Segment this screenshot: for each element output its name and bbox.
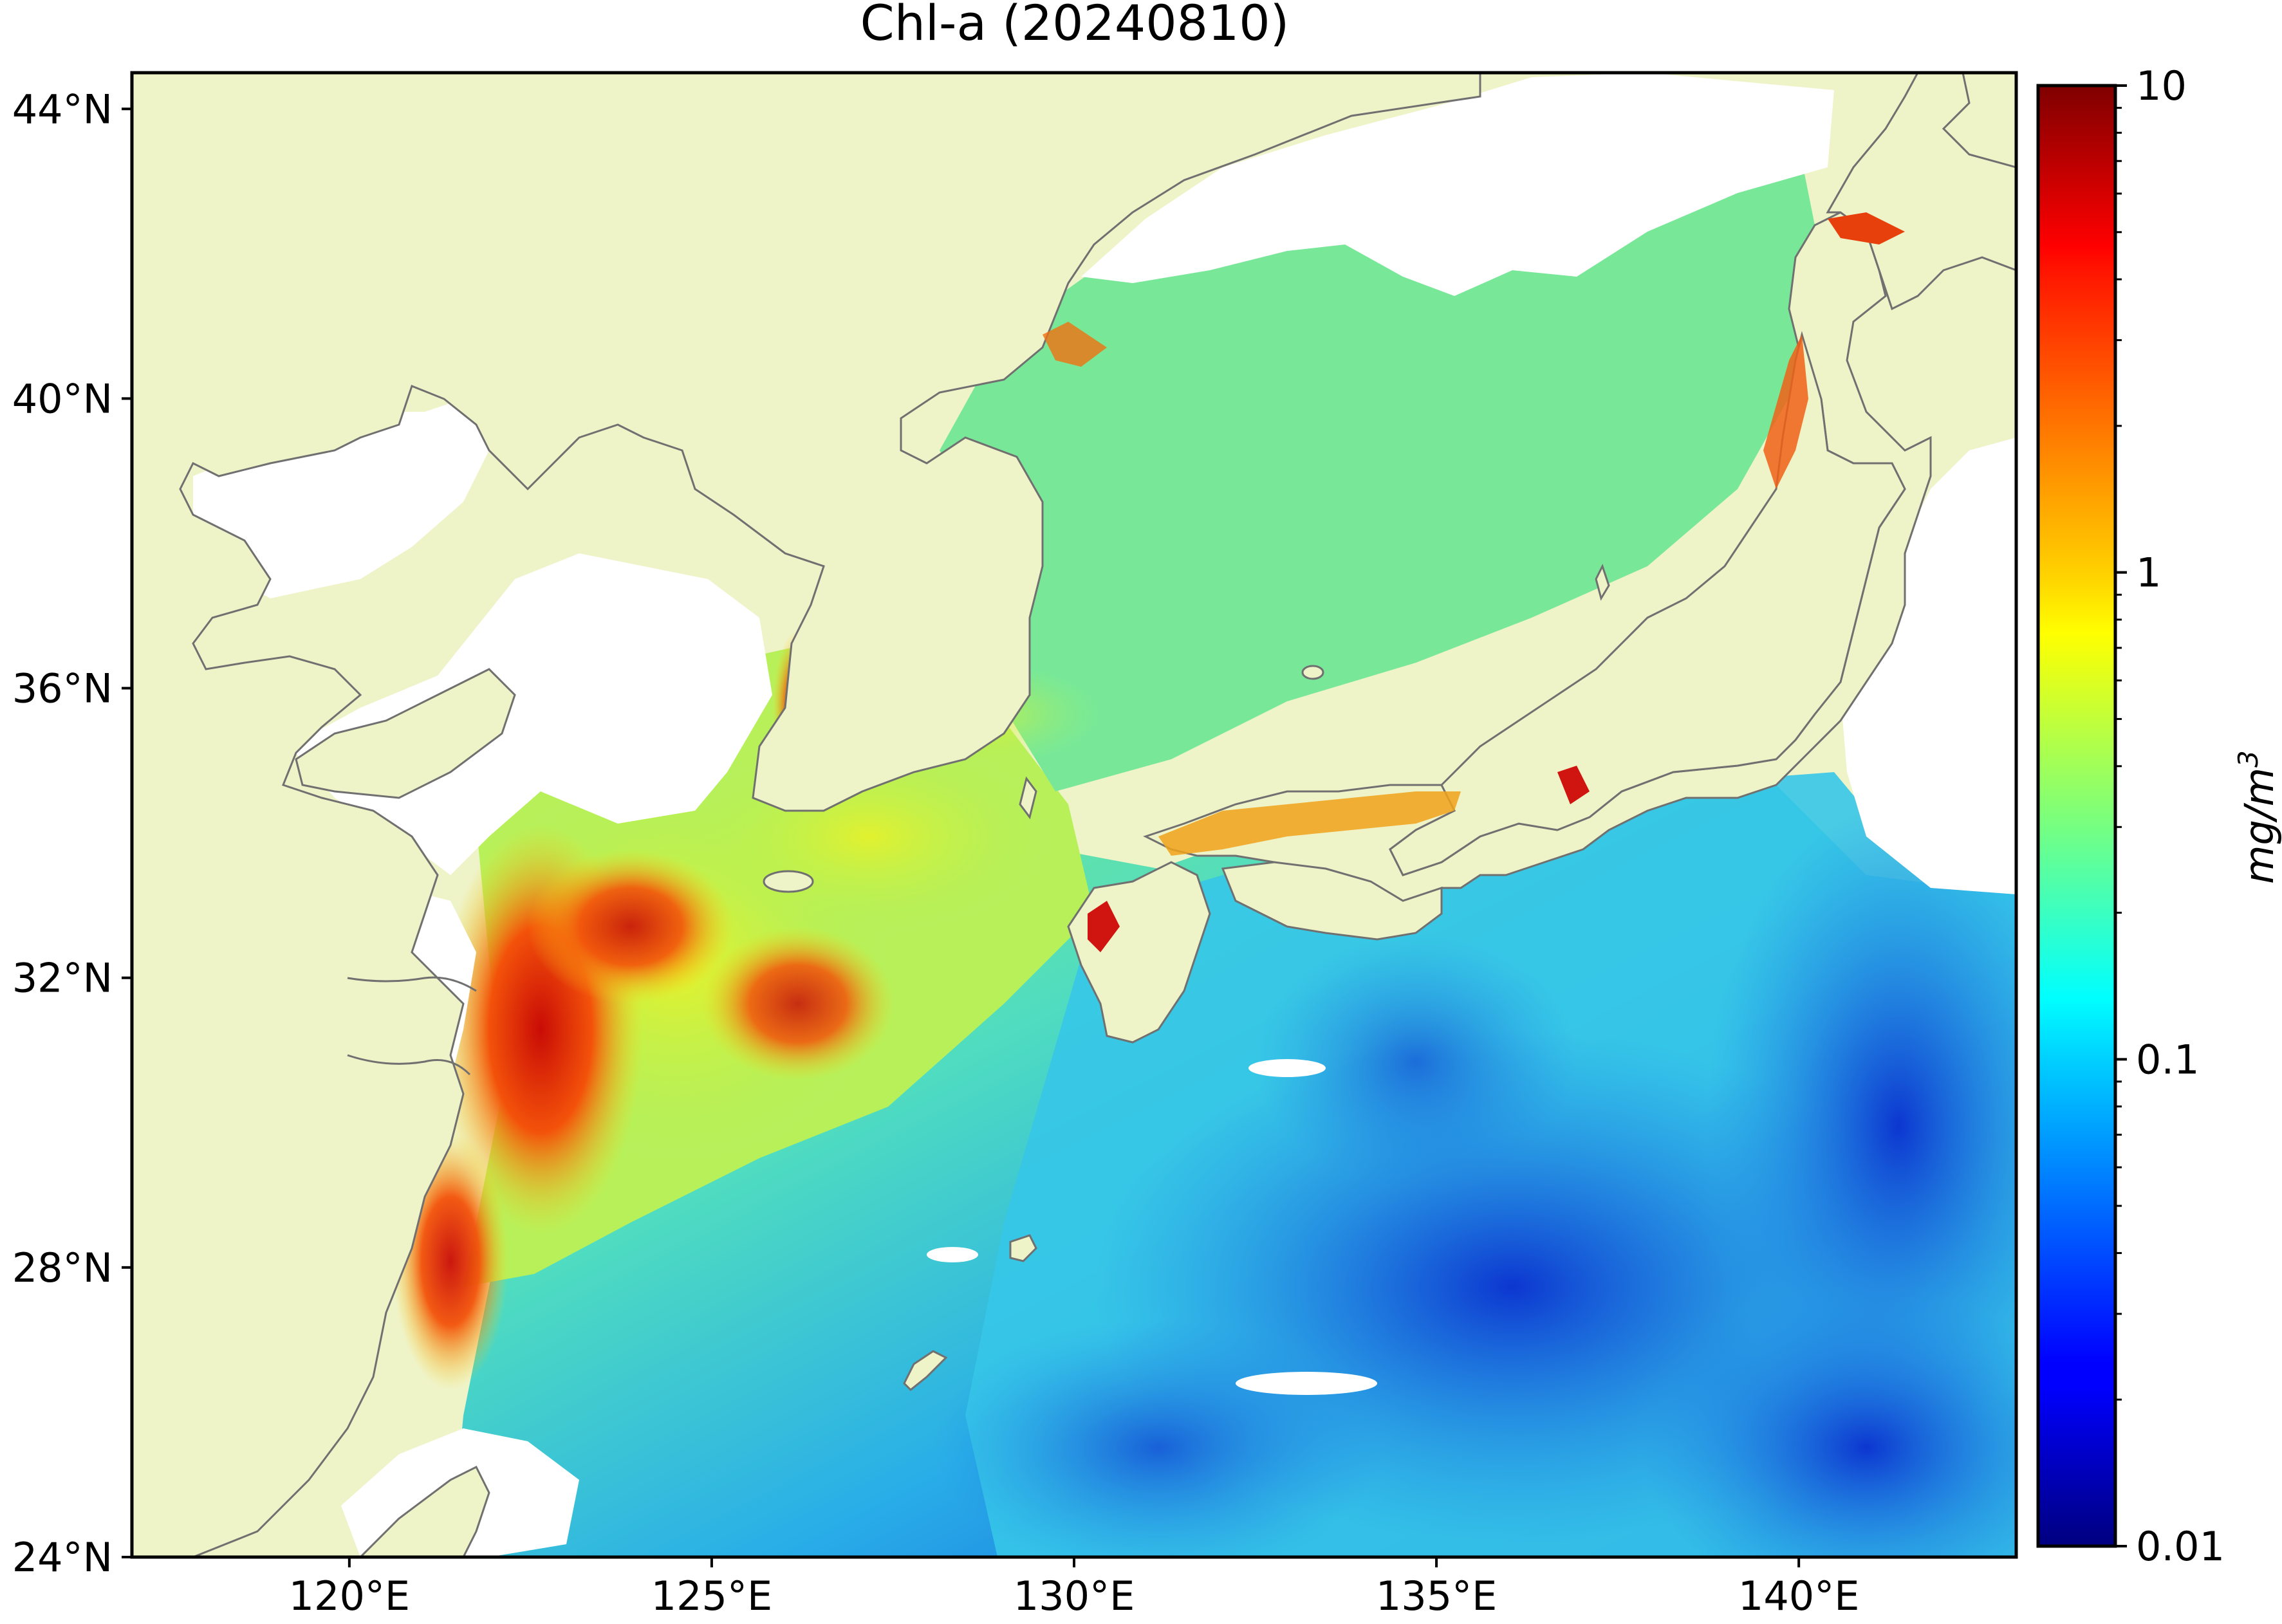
cloud-patch-2 xyxy=(1248,1059,1326,1077)
map-area xyxy=(132,73,2092,1609)
lat-tick-label: 40°N xyxy=(12,375,113,422)
cloud-patch-1 xyxy=(1236,1372,1377,1395)
lat-tick-label: 36°N xyxy=(12,665,113,712)
colorbar-tick-label: 0.01 xyxy=(2136,1523,2225,1570)
lat-tick-label: 24°N xyxy=(12,1534,113,1581)
colorbar-ticks: 10 1 0.1 0.01 xyxy=(2115,62,2225,1570)
map-title: Chl-a (20240810) xyxy=(860,0,1290,51)
colorbar-label-base: mg/m xyxy=(2236,768,2282,884)
colorbar-tick-label: 1 xyxy=(2136,549,2161,596)
lon-tick-label: 120°E xyxy=(289,1573,411,1619)
deep-blue-zone-4 xyxy=(933,1319,1384,1576)
lon-tick-label: 135°E xyxy=(1376,1573,1498,1619)
colorbar-gradient xyxy=(2038,86,2115,1546)
deep-blue-zone-3 xyxy=(1641,1287,2092,1609)
lon-tick-label: 130°E xyxy=(1014,1573,1135,1619)
yangtze-plume-2 xyxy=(528,849,734,1004)
lon-tick-label: 125°E xyxy=(651,1573,773,1619)
colorbar: 10 1 0.1 0.01 mg/m3 xyxy=(2038,62,2282,1570)
colorbar-tick-label: 0.1 xyxy=(2136,1036,2200,1083)
colorbar-label-exponent: 3 xyxy=(2232,750,2264,768)
land-jeju xyxy=(764,871,813,892)
jeju-plume xyxy=(701,927,895,1081)
land-oki xyxy=(1303,666,1323,679)
lon-tick-label: 140°E xyxy=(1738,1573,1860,1619)
colorbar-label: mg/m3 xyxy=(2232,750,2282,884)
cloud-patch-3 xyxy=(927,1247,978,1262)
lat-tick-label: 32°N xyxy=(12,955,113,1002)
colorbar-tick-label: 10 xyxy=(2136,62,2187,109)
lat-tick-label: 44°N xyxy=(12,86,113,133)
lat-tick-label: 28°N xyxy=(12,1244,113,1291)
